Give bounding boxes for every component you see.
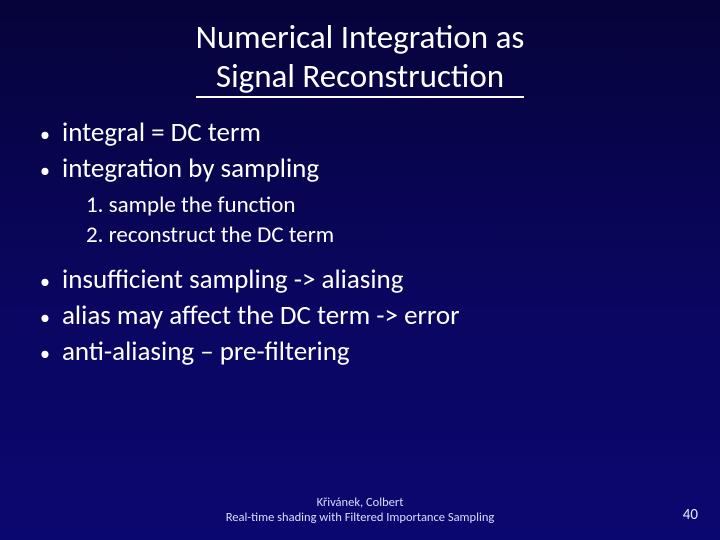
bullet-text: anti-aliasing – pre-filtering [62, 335, 350, 369]
slide-footer: Křivánek, Colbert Real-time shading with… [0, 495, 720, 526]
bullet-icon: • [38, 266, 62, 292]
slide: Numerical Integration as Signal Reconstr… [0, 0, 720, 540]
bullet-item: • alias may affect the DC term -> error [38, 299, 690, 333]
footer-line-1: Křivánek, Colbert [317, 495, 404, 510]
title-text: Numerical Integration as Signal Reconstr… [196, 18, 525, 98]
bullet-item: • insufficient sampling -> aliasing [38, 263, 690, 297]
title-line-1: Numerical Integration as [196, 17, 525, 57]
bullet-item: • integral = DC term [38, 116, 690, 150]
bullet-text: integration by sampling [62, 152, 319, 186]
bullet-icon: • [38, 338, 62, 364]
bullet-item: • anti-aliasing – pre-filtering [38, 335, 690, 369]
sub-item: 2. reconstruct the DC term [86, 221, 690, 251]
bullet-text: insufficient sampling -> aliasing [62, 263, 403, 297]
footer-line-2: Real-time shading with Filtered Importan… [0, 510, 720, 526]
title-line-2: Signal Reconstruction [216, 56, 504, 96]
bullet-icon: • [38, 119, 62, 145]
bullet-item: • integration by sampling [38, 152, 690, 186]
slide-title: Numerical Integration as Signal Reconstr… [60, 18, 660, 98]
bullet-text: alias may affect the DC term -> error [62, 299, 460, 333]
slide-body: • integral = DC term • integration by sa… [30, 116, 690, 369]
sub-item: 1. sample the function [86, 191, 690, 221]
sub-list: 1. sample the function 2. reconstruct th… [86, 191, 690, 251]
bullet-icon: • [38, 155, 62, 181]
page-number: 40 [683, 506, 698, 524]
bullet-text: integral = DC term [62, 116, 261, 150]
bullet-icon: • [38, 302, 62, 328]
